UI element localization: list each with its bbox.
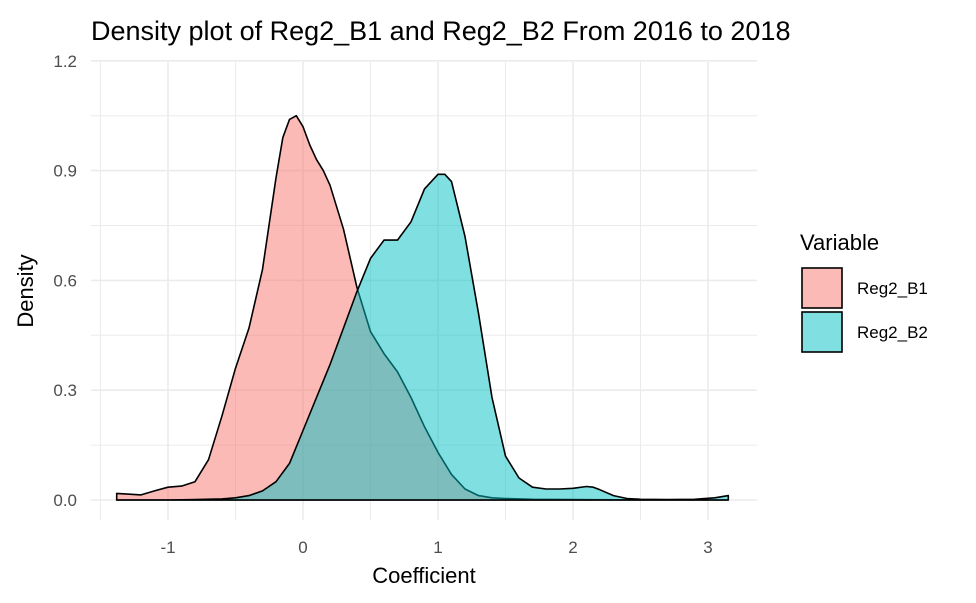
x-tick-label: -1: [160, 538, 175, 557]
x-axis-label: Coefficient: [372, 563, 476, 588]
y-tick-label: 0.9: [53, 162, 77, 181]
y-tick-label: 0.0: [53, 491, 77, 510]
x-tick-label: 0: [298, 538, 307, 557]
legend: Variable Reg2_B1 Reg2_B2: [800, 230, 928, 353]
density-areas: [115, 114, 730, 501]
y-tick-label: 1.2: [53, 52, 77, 71]
legend-swatch: [801, 311, 843, 353]
x-tick-label: 1: [433, 538, 442, 557]
legend-swatch: [801, 267, 843, 309]
legend-item-label: Reg2_B2: [857, 323, 928, 342]
y-axis-ticks: 0.0 0.3 0.6 0.9 1.2: [53, 52, 77, 510]
chart-title: Density plot of Reg2_B1 and Reg2_B2 From…: [91, 16, 790, 46]
density-area-reg2-b2: [115, 173, 730, 501]
y-axis-label: Density: [13, 254, 38, 327]
y-tick-label: 0.6: [53, 271, 77, 290]
legend-item-label: Reg2_B1: [857, 279, 928, 298]
legend-title: Variable: [800, 230, 879, 255]
x-tick-label: 2: [568, 538, 577, 557]
x-tick-label: 3: [703, 538, 712, 557]
x-axis-ticks: -1 0 1 2 3: [160, 538, 712, 557]
y-tick-label: 0.3: [53, 381, 77, 400]
